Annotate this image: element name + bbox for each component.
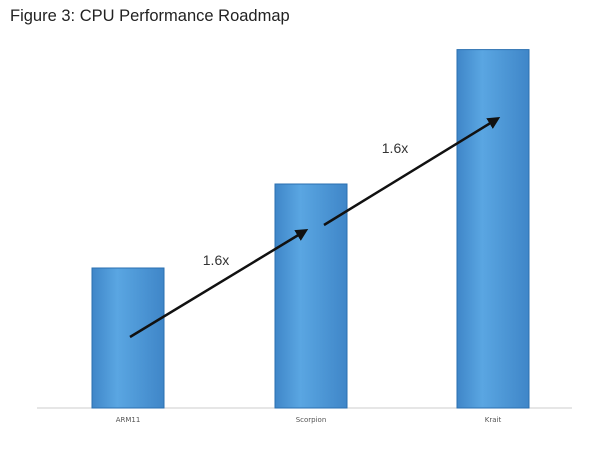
bar-krait <box>456 49 530 409</box>
growth-label-1: 1.6x <box>203 252 229 268</box>
bar-scorpion <box>274 183 348 409</box>
x-tick-label-scorpion: Scorpion <box>296 416 327 424</box>
growth-label-2: 1.6x <box>382 140 408 156</box>
growth-arrow-2 <box>323 117 501 227</box>
x-tick-label-arm11: ARM11 <box>116 416 141 424</box>
growth-arrow-1 <box>129 229 309 339</box>
x-tick-label-krait: Krait <box>485 416 502 424</box>
bar-arm11 <box>91 267 165 409</box>
figure-title: Figure 3: CPU Performance Roadmap <box>10 7 290 25</box>
